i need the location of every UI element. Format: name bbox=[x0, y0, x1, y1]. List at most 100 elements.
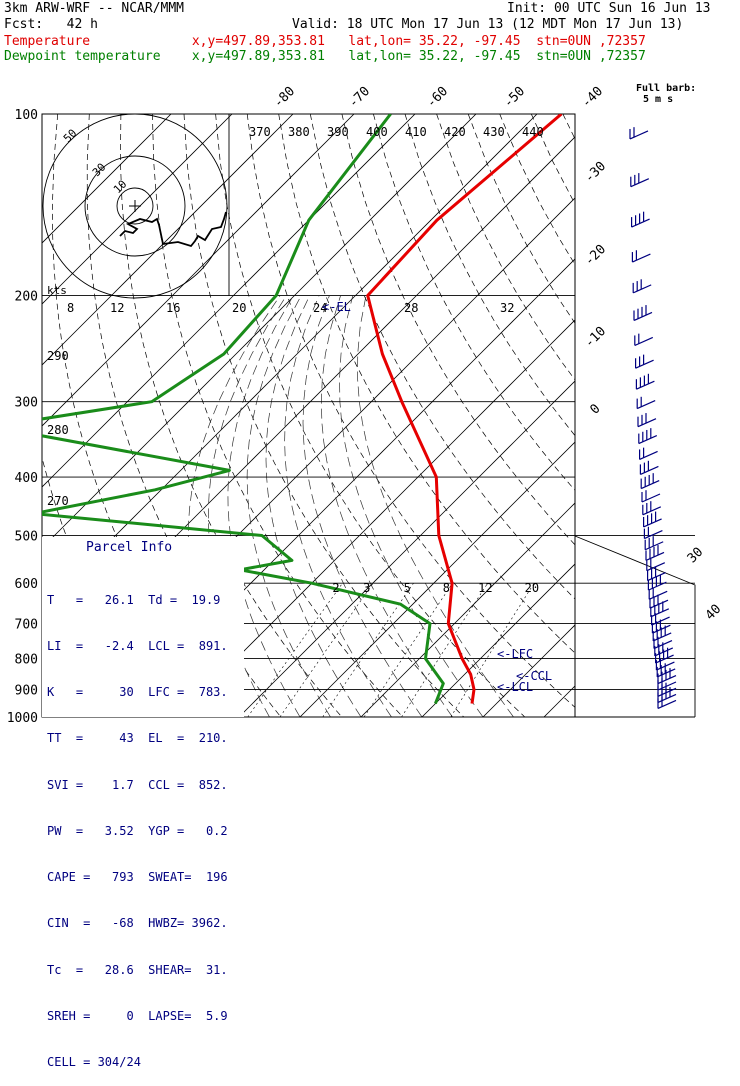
parcel-row: CIN = -68 HWBZ= 3962. bbox=[47, 916, 228, 931]
hodograph-axis-tick: 12 bbox=[110, 301, 124, 315]
wind-barb bbox=[636, 381, 654, 389]
pressure-tick-label: 400 bbox=[15, 471, 38, 486]
mixing-ratio-label: 8 bbox=[443, 581, 450, 595]
wind-barb bbox=[656, 655, 674, 663]
parcel-row: SVI = 1.7 CCL = 852. bbox=[47, 778, 228, 793]
mixing-ratio-label: 12 bbox=[478, 581, 492, 595]
theta-label: 390 bbox=[327, 125, 349, 139]
pressure-tick-label: 1000 bbox=[7, 711, 38, 726]
wind-barb bbox=[640, 451, 658, 459]
dry-adiabat-line bbox=[658, 114, 740, 717]
isotherm-line bbox=[422, 114, 740, 717]
theta-label: 400 bbox=[366, 125, 388, 139]
isotherm-label: -20 bbox=[582, 242, 609, 269]
isotherm-label: -30 bbox=[582, 159, 609, 186]
wind-barb bbox=[633, 285, 651, 293]
isotherm-label: -80 bbox=[271, 84, 298, 111]
parcel-row: CAPE = 793 SWEAT= 196 bbox=[47, 870, 228, 885]
wind-barb bbox=[658, 682, 676, 690]
wind-barb bbox=[641, 481, 659, 489]
wind-barb bbox=[630, 131, 648, 139]
moist-adiabat-line bbox=[266, 296, 361, 718]
isotherm-label: -10 bbox=[582, 324, 609, 351]
pressure-tick-label: 500 bbox=[15, 529, 38, 544]
parcel-level-label: <-LFC bbox=[497, 647, 533, 661]
wind-barb bbox=[644, 519, 662, 527]
theta-label: 420 bbox=[444, 125, 466, 139]
hodograph-speed-label: 50 bbox=[61, 127, 80, 146]
isotherm-label: -60 bbox=[424, 84, 451, 111]
wind-barb bbox=[636, 360, 654, 368]
wind-barb bbox=[634, 312, 652, 320]
parcel-row: K = 30 LFC = 783. bbox=[47, 685, 228, 700]
mixing-ratio-label: 5 bbox=[404, 581, 411, 595]
parcel-row: TT = 43 EL = 210. bbox=[47, 731, 228, 746]
wind-barb bbox=[646, 552, 664, 560]
pressure-tick-label: 700 bbox=[15, 618, 38, 633]
pressure-tick-label: 300 bbox=[15, 396, 38, 411]
isotherm-line bbox=[605, 114, 740, 717]
dry-adiabat-line bbox=[500, 114, 740, 717]
pressure-tick-label: 800 bbox=[15, 653, 38, 668]
parcel-level-label: <-EL bbox=[322, 300, 351, 314]
isotherm-line bbox=[178, 114, 740, 717]
theta-label: 440 bbox=[522, 125, 544, 139]
wind-barb bbox=[639, 436, 657, 444]
dry-adiabat-line bbox=[468, 114, 740, 717]
parcel-info-title: Parcel Info bbox=[86, 541, 172, 555]
isotherm-line bbox=[483, 114, 740, 717]
isotherm-line bbox=[361, 114, 740, 717]
wind-barb bbox=[642, 494, 660, 502]
wind-barb bbox=[635, 337, 653, 345]
dry-adiabat-line bbox=[279, 114, 647, 717]
theta-label: 370 bbox=[249, 125, 271, 139]
isotherm-label: -40 bbox=[579, 84, 606, 111]
theta-label: 290 bbox=[47, 349, 69, 363]
dry-adiabat-line bbox=[247, 114, 586, 717]
wind-barb bbox=[640, 466, 658, 474]
parcel-row: PW = 3.52 YGP = 0.2 bbox=[47, 824, 228, 839]
hodograph-axis-tick: 32 bbox=[500, 301, 514, 315]
isotherm-line bbox=[666, 114, 740, 717]
temperature-profile bbox=[368, 114, 562, 704]
wind-barb bbox=[653, 633, 671, 641]
theta-label: 280 bbox=[47, 423, 69, 437]
hodograph-axis-label: kts bbox=[47, 284, 67, 297]
pressure-tick-label: 100 bbox=[15, 108, 38, 123]
hodograph-axis-tick: 8 bbox=[67, 301, 74, 315]
pressure-tick-label: 600 bbox=[15, 577, 38, 592]
hodograph-axis-tick: 20 bbox=[232, 301, 246, 315]
wind-barb bbox=[632, 219, 650, 227]
parcel-row: LI = -2.4 LCL = 891. bbox=[47, 639, 228, 654]
wind-barb bbox=[637, 401, 655, 409]
theta-label: 430 bbox=[483, 125, 505, 139]
wind-barb bbox=[651, 609, 669, 617]
wind-barb bbox=[638, 419, 656, 427]
parcel-row: SREH = 0 LAPSE= 5.9 bbox=[47, 1009, 228, 1024]
parcel-row: T = 26.1 Td = 19.9 bbox=[47, 593, 228, 608]
mixing-ratio-line bbox=[280, 583, 373, 717]
dry-adiabat-line bbox=[563, 114, 740, 717]
barb-legend-line2: 5 m s bbox=[643, 95, 673, 105]
parcel-row: Tc = 28.6 SHEAR= 31. bbox=[47, 963, 228, 978]
dry-adiabat-line bbox=[437, 114, 740, 717]
hodograph-trace bbox=[120, 212, 226, 246]
theta-label: 410 bbox=[405, 125, 427, 139]
mixing-ratio-line bbox=[248, 583, 343, 717]
isotherm-label: 0 bbox=[587, 401, 603, 417]
dry-adiabat-line bbox=[531, 114, 740, 717]
mixing-ratio-label: 3 bbox=[363, 581, 370, 595]
mixing-ratio-label: 2 bbox=[332, 581, 339, 595]
theta-label: 380 bbox=[288, 125, 310, 139]
isotherm-label: -70 bbox=[346, 84, 373, 111]
parcel-row: CELL = 304/24 bbox=[47, 1055, 228, 1070]
barb-panel-border bbox=[575, 114, 695, 717]
dry-adiabat-line bbox=[626, 114, 740, 717]
wind-barb bbox=[631, 179, 649, 187]
barb-legend-line1: Full barb: bbox=[636, 84, 696, 94]
wind-barb bbox=[632, 254, 650, 262]
dry-adiabat-line bbox=[310, 114, 708, 717]
hodograph-speed-label: 30 bbox=[90, 161, 109, 180]
hodograph-axis-tick: 16 bbox=[166, 301, 180, 315]
parcel-info-table: T = 26.1 Td = 19.9 LI = -2.4 LCL = 891. … bbox=[47, 562, 228, 1086]
